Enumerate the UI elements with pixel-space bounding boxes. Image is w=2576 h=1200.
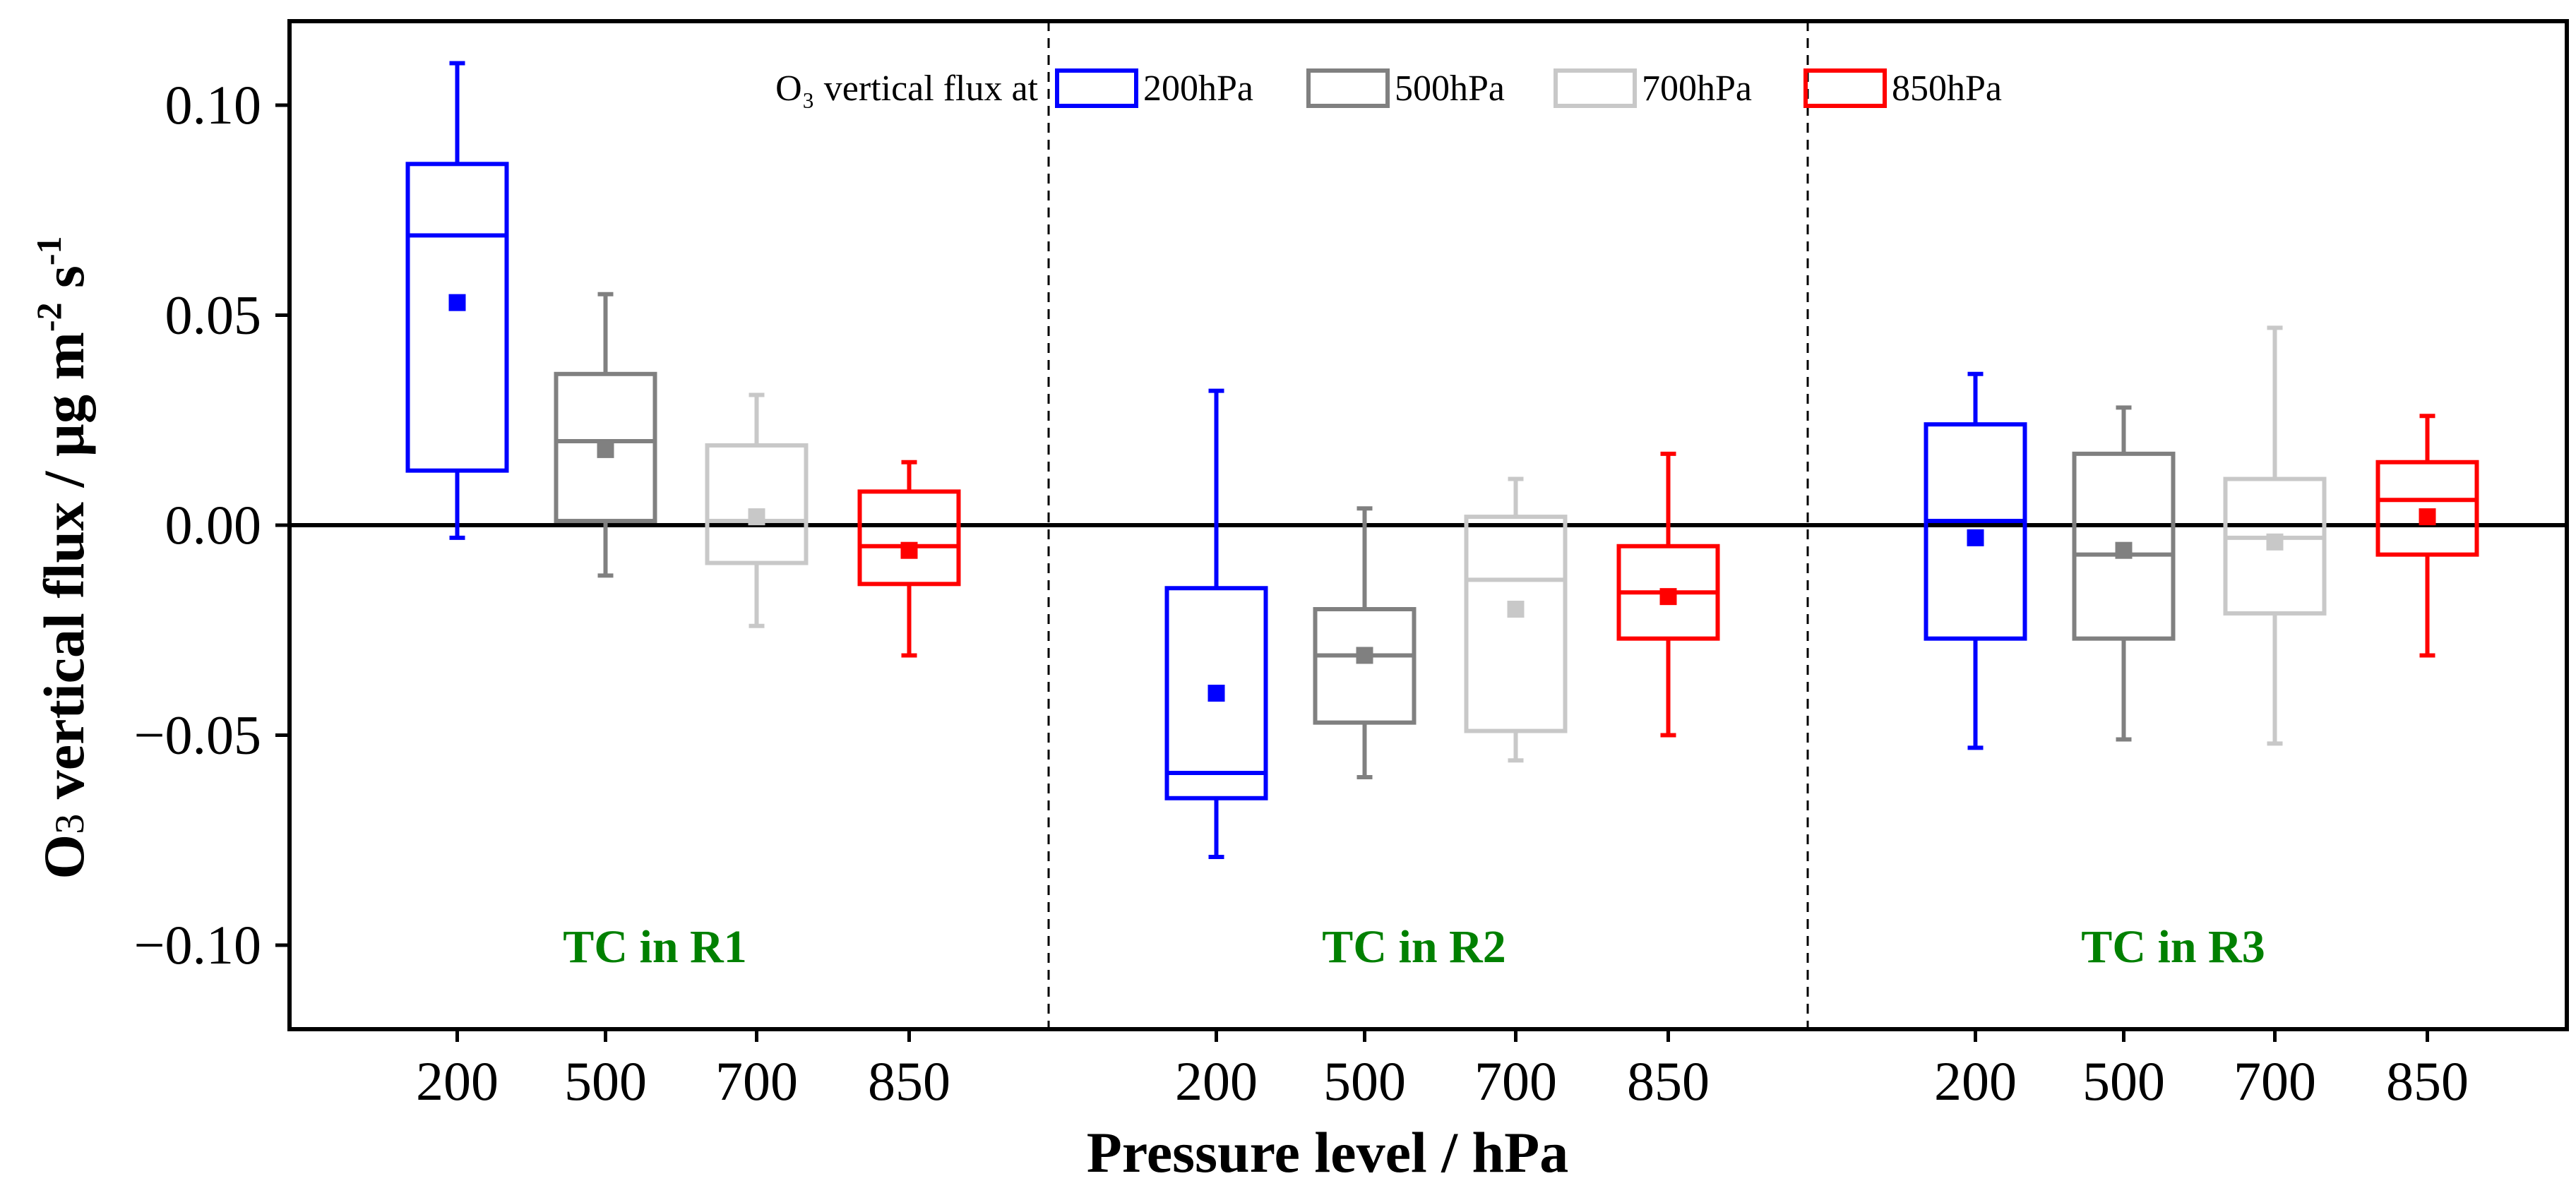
legend-entry-200hpa: 200hPa: [1055, 68, 1253, 109]
box-mean-marker: [1208, 685, 1225, 702]
box-tc-in-r2-200: [1164, 388, 1268, 860]
y-tick-label: 0.05: [165, 284, 262, 346]
box-mean-marker: [900, 541, 918, 559]
x-tick-label: 500: [1323, 1050, 1406, 1112]
box-tc-in-r2-500: [1313, 506, 1417, 779]
x-tick-label: 700: [1474, 1050, 1557, 1112]
box-mean-marker: [748, 508, 765, 526]
x-tick-label: 200: [1175, 1050, 1258, 1112]
legend-entry-850hpa: 850hPa: [1803, 68, 2002, 109]
box-iqr: [1464, 515, 1568, 733]
box-mean-marker: [2266, 533, 2284, 551]
group-label: TC in R3: [2081, 921, 2265, 973]
y-axis-title: O3 vertical flux / µg m-2 s-1: [29, 236, 96, 879]
x-tick-label: 850: [2386, 1050, 2469, 1112]
box-tc-in-r3-200: [1924, 371, 2027, 750]
group-label: TC in R1: [563, 921, 746, 973]
box-iqr: [1313, 607, 1417, 725]
legend-swatch: [1803, 68, 1887, 108]
y-tick-label: 0.00: [165, 494, 262, 556]
y-axis-title-mid: s: [32, 265, 96, 302]
box-tc-in-r2-850: [1616, 451, 1720, 738]
box-mean-marker: [448, 294, 466, 311]
x-tick-label: 700: [715, 1050, 798, 1112]
y-tick-label: 0.10: [165, 74, 262, 136]
legend-entry-500hpa: 500hPa: [1306, 68, 1505, 109]
box-mean-marker: [1507, 601, 1525, 618]
legend-swatch: [1306, 68, 1390, 108]
y-axis-title-sup1: -2: [29, 303, 68, 332]
y-axis-title-sub: 3: [47, 814, 93, 834]
x-tick-label: 850: [868, 1050, 950, 1112]
x-tick-label: 700: [2234, 1050, 2316, 1112]
legend-label: 850hPa: [1892, 68, 2002, 109]
y-axis-title-sup2: -1: [29, 236, 68, 265]
box-mean-marker: [597, 440, 614, 458]
legend: O₃ vertical flux at 200hPa 500hPa 700hPa 850…: [775, 68, 2002, 109]
legend-entry-700hpa: 700hPa: [1554, 68, 1752, 109]
box-tc-in-r2-700: [1464, 476, 1568, 763]
y-tick-label: −0.10: [134, 914, 262, 976]
axes: 200 500 700 850 200 500 700 850 200 500 700 850 0.10…: [134, 19, 2569, 1112]
box-mean-marker: [2419, 508, 2436, 526]
box-mean-marker: [2115, 541, 2133, 559]
box-iqr: [2223, 476, 2327, 616]
box-tc-in-r1-500: [554, 292, 657, 578]
box-tc-in-r1-200: [405, 61, 509, 540]
legend-label: 700hPa: [1642, 68, 1752, 109]
legend-swatch: [1055, 68, 1138, 108]
box-tc-in-r3-850: [2375, 414, 2479, 658]
box-tc-in-r1-700: [705, 392, 809, 628]
y-tick-label: −0.05: [134, 704, 262, 766]
box-iqr: [705, 443, 809, 565]
legend-label: 500hPa: [1395, 68, 1505, 109]
y-axis-title-rest: vertical flux / µg m: [32, 332, 96, 814]
x-tick-label: 500: [564, 1050, 647, 1112]
box-mean-marker: [1967, 529, 1984, 546]
box-tc-in-r3-500: [2072, 405, 2176, 742]
box-mean-marker: [1659, 588, 1677, 606]
x-tick-label: 200: [416, 1050, 499, 1112]
box-mean-marker: [1356, 647, 1373, 664]
legend-label: 200hPa: [1143, 68, 1253, 109]
box-iqr: [405, 162, 509, 473]
plot-area: TC in R1 TC in R2 TC in R3: [290, 21, 2567, 1029]
legend-swatch: [1554, 68, 1637, 108]
box-iqr: [554, 371, 657, 524]
box-tc-in-r3-700: [2223, 325, 2327, 746]
group-label: TC in R2: [1322, 921, 1505, 973]
box-iqr: [1924, 422, 2027, 641]
box-iqr: [857, 489, 961, 587]
x-tick-label: 200: [1934, 1050, 2017, 1112]
x-axis-title: Pressure level / hPa: [1087, 1120, 1568, 1184]
x-tick-label: 850: [1627, 1050, 1710, 1112]
x-tick-label: 500: [2082, 1050, 2165, 1112]
box-iqr: [1164, 586, 1268, 800]
box-tc-in-r1-850: [857, 460, 961, 658]
y-axis-title-main: O: [32, 834, 96, 880]
box-iqr: [2072, 451, 2176, 641]
box-iqr: [2375, 460, 2479, 557]
legend-prefix: O₃ vertical flux at: [775, 68, 1038, 109]
